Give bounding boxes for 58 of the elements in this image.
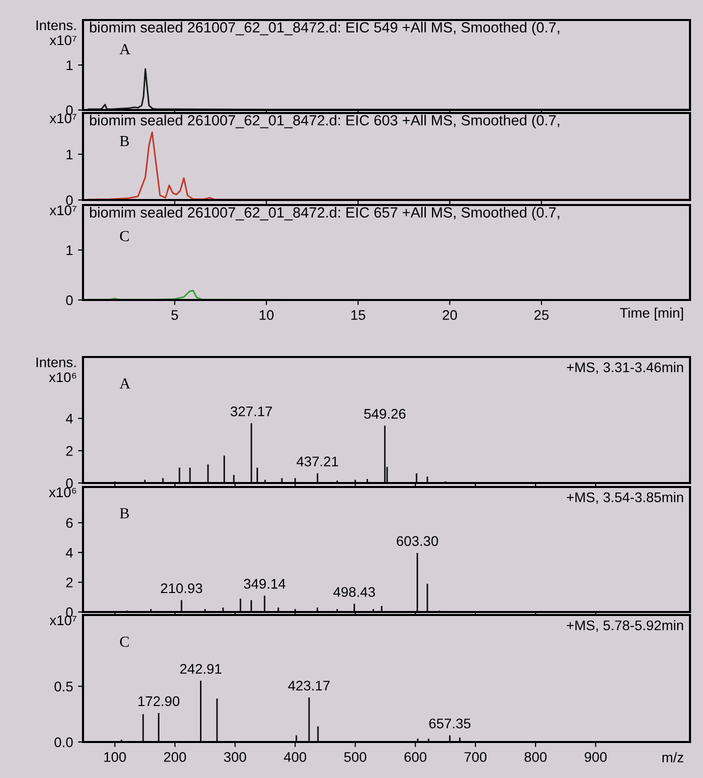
x-tick-label: 20 xyxy=(442,310,457,320)
x-tick-label: 500 xyxy=(344,752,366,762)
annotation: 603.30 xyxy=(396,536,438,546)
chart-title: biomim sealed 261007_62_01_8472.d: EIC 549 +All MS, Smoothed (0.7, xyxy=(90,22,560,36)
y-tick-label: 0.5 xyxy=(54,682,73,692)
chart-title: +MS, 3.54-3.85min xyxy=(566,492,684,504)
y-tick-label: 6 xyxy=(66,518,73,528)
y-tick-label: 4 xyxy=(66,414,73,424)
y-axis-title: x10⁷ xyxy=(50,113,76,124)
y-tick-label: 1 xyxy=(66,150,73,160)
y-tick-label: 0 xyxy=(66,195,73,206)
y-tick-label: 1 xyxy=(66,60,73,70)
chart-title: biomim sealed 261007_62_01_8472.d: EIC 603 +All MS, Smoothed (0.7, xyxy=(90,114,560,128)
x-tick-label: 25 xyxy=(534,310,549,320)
y-tick-label: 2 xyxy=(66,578,73,588)
x-tick-label: 700 xyxy=(464,752,486,762)
y-axis-title: Intens. x10⁶ xyxy=(36,358,76,382)
annotation: 327.17 xyxy=(230,406,272,416)
annotation: 172.90 xyxy=(138,696,180,706)
y-tick-label: 2 xyxy=(66,446,73,456)
annotation: 423.17 xyxy=(288,680,330,691)
y-axis-title: x10⁷ xyxy=(50,205,76,216)
x-tick-label: 200 xyxy=(164,752,186,762)
annotation: C xyxy=(120,230,129,242)
chart-title: +MS, 5.78-5.92min xyxy=(566,620,684,632)
y-tick-label: 0 xyxy=(66,295,73,306)
y-tick-label: 0.0 xyxy=(54,737,73,748)
x-tick-label: 300 xyxy=(224,752,246,762)
annotation: C xyxy=(120,636,129,647)
chart-title: +MS, 3.31-3.46min xyxy=(566,362,684,374)
x-tick-label: 400 xyxy=(284,752,306,762)
x-axis-title: Time [min] xyxy=(620,308,683,321)
annotation: A xyxy=(120,378,130,388)
annotation: A xyxy=(120,44,130,54)
x-tick-label: 100 xyxy=(104,752,126,762)
y-tick-label: 0 xyxy=(66,478,73,488)
annotation: 349.14 xyxy=(244,578,286,589)
x-tick-label: 600 xyxy=(404,752,426,762)
annotation: B xyxy=(120,508,129,518)
y-axis-title: x10⁶ xyxy=(48,487,76,498)
y-tick-label: 4 xyxy=(66,548,73,558)
chart-title: biomim sealed 261007_62_01_8472.d: EIC 657 +All MS, Smoothed (0.7, xyxy=(90,206,560,220)
annotation: 210.93 xyxy=(160,583,202,594)
annotation: 242.91 xyxy=(180,664,222,674)
annotation: B xyxy=(120,136,129,146)
x-axis-title: m/z xyxy=(662,752,684,762)
y-axis-title: x10⁷ xyxy=(50,615,76,626)
annotation: 498.43 xyxy=(333,587,375,597)
y-tick-label: 1 xyxy=(66,245,73,256)
x-tick-label: 5 xyxy=(171,310,178,320)
x-tick-label: 800 xyxy=(524,752,547,762)
annotation: 437.21 xyxy=(296,456,338,466)
x-tick-label: 10 xyxy=(260,310,274,320)
annotation: 657.35 xyxy=(429,718,470,728)
x-tick-label: 900 xyxy=(584,752,607,762)
annotation: 549.26 xyxy=(364,408,406,419)
x-tick-label: 15 xyxy=(351,310,366,320)
y-axis-title: Intens. x10⁷ xyxy=(36,20,76,46)
